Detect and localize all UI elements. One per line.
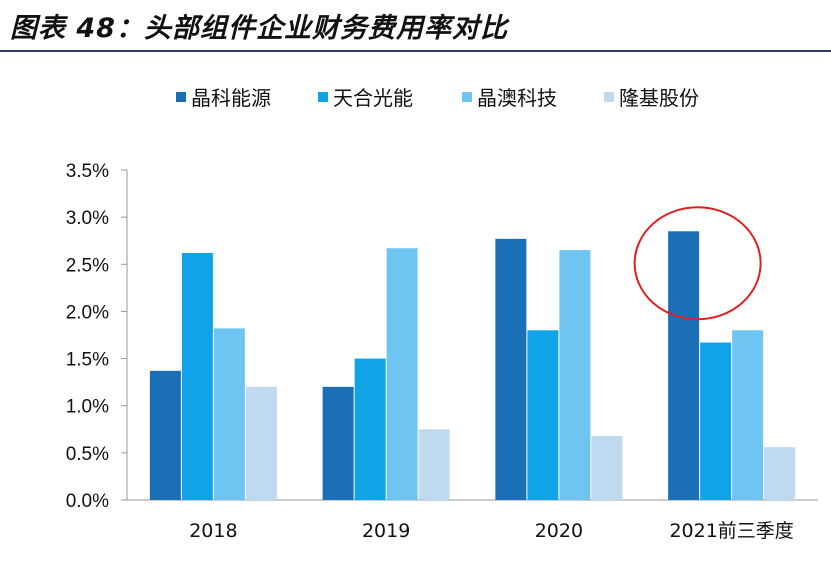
figure-title: 图表 48：头部组件企业财务费用率对比 [10,13,508,44]
legend-label: 隆基股份 [619,86,699,110]
title-divider [0,50,831,52]
x-tick-label: 2019 [362,520,410,542]
legend-swatch [462,92,472,102]
y-tick-label: 2.5% [66,255,109,276]
y-tick-label: 3.0% [66,208,109,229]
bar [245,386,277,500]
chart-legend: 晶科能源 天合光能 晶澳科技 隆基股份 [176,86,699,110]
bar [149,370,181,500]
y-tick-label: 0.0% [66,491,109,512]
y-tick-label: 1.0% [66,397,109,418]
legend-label: 晶科能源 [191,86,271,110]
legend-swatch [604,92,614,102]
legend-label: 天合光能 [333,86,413,110]
bar [495,238,527,501]
legend-swatch [176,92,186,102]
legend-swatch [318,92,328,102]
x-tick-label: 2018 [189,520,237,542]
annotation-layer [633,206,762,321]
bar [322,386,354,500]
bar [386,248,418,500]
x-tick-label: 2021前三季度 [669,520,793,542]
bar [732,330,764,500]
y-tick-label: 3.5% [66,161,109,182]
bar [527,330,559,500]
bar [764,447,796,500]
bar [354,358,386,500]
bar [418,429,450,500]
bar [181,252,213,500]
bar-group [149,231,796,501]
x-axis: 2018 2019 2020 2021前三季度 [189,520,794,542]
bar [591,435,623,500]
bar [213,328,245,500]
y-tick-label: 1.5% [66,350,109,371]
y-tick-label: 2.0% [66,302,109,323]
y-tick-label: 0.5% [66,444,109,465]
x-tick-label: 2020 [535,520,583,542]
legend-label: 晶澳科技 [477,86,557,110]
highlight-circle [633,206,762,321]
bar [668,231,700,501]
bar [700,342,732,500]
bar [559,250,591,500]
